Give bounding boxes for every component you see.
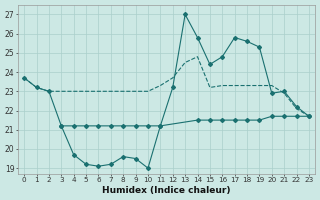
X-axis label: Humidex (Indice chaleur): Humidex (Indice chaleur) (102, 186, 231, 195)
